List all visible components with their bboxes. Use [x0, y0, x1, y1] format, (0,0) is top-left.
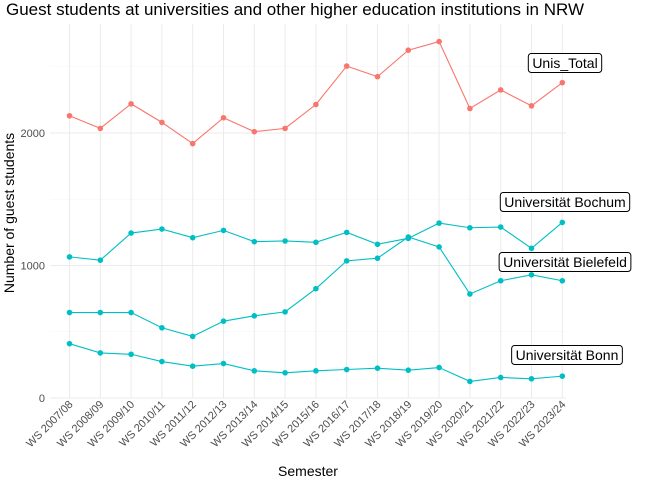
data-point [467, 105, 473, 112]
series-group [66, 38, 566, 385]
data-point [559, 373, 566, 379]
data-point [467, 378, 473, 385]
data-point [405, 234, 412, 240]
series-universit-t-bonn [66, 340, 566, 385]
data-point [374, 73, 381, 80]
series-label-text: Universität Bochum [504, 194, 625, 210]
data-point [436, 38, 442, 45]
data-point [97, 125, 104, 132]
data-point [559, 277, 566, 284]
data-point [220, 360, 227, 367]
data-point [436, 364, 442, 371]
data-point [251, 238, 258, 245]
data-point [97, 350, 104, 356]
data-point [128, 230, 134, 236]
data-point [128, 351, 134, 358]
data-point [66, 112, 73, 119]
data-point [220, 114, 227, 121]
data-point [282, 309, 288, 315]
data-point [497, 224, 504, 230]
data-point [467, 291, 473, 297]
series-label-text: Unis_Total [532, 55, 597, 71]
data-point [189, 234, 196, 241]
data-point [343, 366, 350, 373]
series-label-text: Universität Bonn [516, 347, 619, 363]
data-point [128, 101, 134, 107]
data-point [497, 87, 504, 93]
data-point [97, 309, 104, 316]
x-axis-title: Semester [278, 463, 338, 479]
data-point [343, 229, 350, 236]
data-point [528, 103, 535, 109]
grid [50, 24, 566, 399]
data-point [189, 363, 196, 370]
data-point [405, 47, 412, 53]
data-point [343, 258, 350, 264]
data-point [313, 368, 319, 374]
data-point [251, 128, 258, 135]
y-tick-label: 2000 [21, 128, 45, 140]
data-point [97, 257, 104, 264]
data-point [189, 333, 196, 340]
data-point [220, 227, 227, 234]
series-label: Universität Bonn [511, 345, 623, 365]
y-tick-label: 1000 [21, 261, 45, 273]
data-point [313, 285, 319, 292]
data-point [405, 367, 412, 373]
series-unis-total [66, 38, 566, 147]
data-point [343, 63, 350, 69]
data-point [66, 340, 73, 347]
y-tick-label: 0 [39, 393, 45, 405]
data-point [159, 226, 165, 232]
data-point [374, 255, 381, 262]
y-axis-ticks: 0 1000 2000 [21, 128, 45, 405]
data-point [159, 119, 165, 126]
data-point [436, 220, 442, 226]
data-point [559, 79, 566, 86]
series-label: Universität Bochum [499, 192, 631, 212]
series-label-box [511, 345, 623, 365]
series-label-box [499, 192, 631, 212]
data-point [436, 244, 442, 250]
data-point [313, 239, 319, 246]
data-point [374, 241, 381, 248]
series-label: Universität Bielefeld [498, 252, 632, 272]
data-point [374, 365, 381, 371]
data-point [220, 318, 227, 324]
data-point [497, 374, 504, 381]
data-point [528, 245, 535, 252]
data-point [467, 224, 473, 231]
y-axis-title: Number of guest students [1, 133, 17, 293]
series-label-text: Universität Bielefeld [503, 254, 627, 270]
data-point [66, 254, 73, 260]
data-point [159, 358, 165, 365]
data-point [282, 370, 288, 376]
data-point [128, 309, 134, 316]
series-labels: Unis_Total Universität Bochum Universität … [498, 53, 632, 365]
data-point [528, 271, 535, 278]
series-universit-t-bielefeld [66, 234, 566, 340]
data-point [559, 219, 566, 226]
data-point [528, 375, 535, 382]
data-point [159, 324, 165, 331]
chart-title: Guest students at universities and other… [6, 0, 584, 19]
series-label: Unis_Total [527, 53, 603, 73]
data-point [497, 277, 504, 284]
data-point [313, 101, 319, 108]
data-point [189, 140, 196, 147]
series-label-box [527, 53, 603, 73]
series-label-box [498, 252, 632, 272]
data-point [251, 313, 258, 319]
data-point [251, 368, 258, 374]
data-point [282, 238, 288, 244]
data-point [282, 125, 288, 132]
data-point [66, 309, 73, 316]
